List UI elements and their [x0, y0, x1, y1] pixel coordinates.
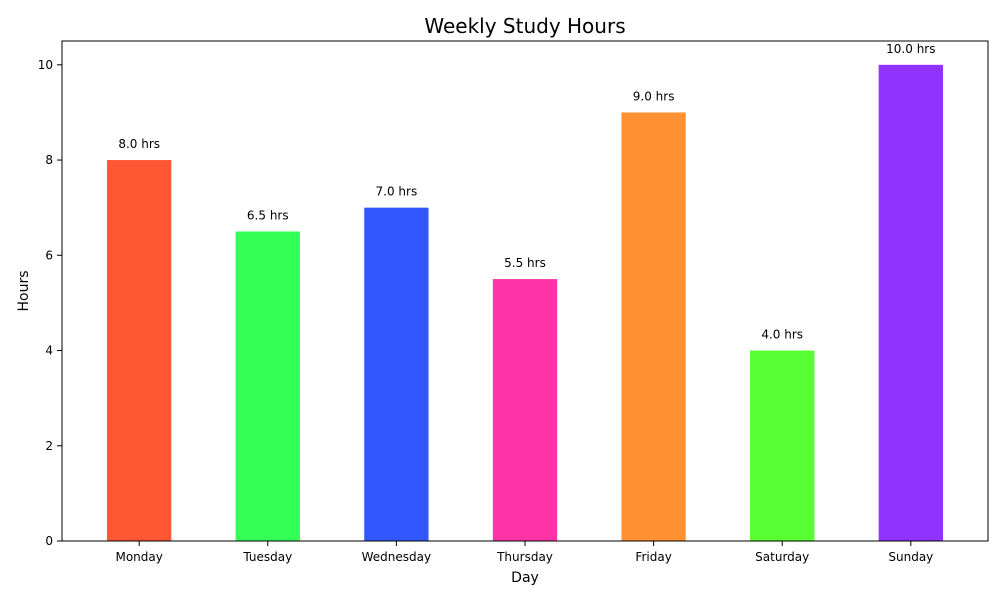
- y-tick-label-6: 6: [45, 248, 53, 262]
- data-label-tuesday: 6.5 hrs: [247, 208, 289, 222]
- bar-saturday: [750, 350, 815, 541]
- bar-sunday: [878, 64, 943, 542]
- data-label-monday: 8.0 hrs: [118, 137, 160, 151]
- x-tick-label-wednesday: Wednesday: [362, 550, 431, 564]
- x-tick-label-monday: Monday: [115, 550, 162, 564]
- x-axis-label: Day: [511, 570, 539, 586]
- y-tick-label-0: 0: [45, 534, 53, 548]
- plot-frame: [61, 40, 989, 542]
- bar-friday: [621, 112, 686, 541]
- data-label-thursday: 5.5 hrs: [504, 256, 546, 270]
- data-label-wednesday: 7.0 hrs: [376, 185, 418, 199]
- x-tick-label-sunday: Sunday: [888, 550, 933, 564]
- data-label-sunday: 10.0 hrs: [886, 42, 935, 56]
- y-tick-label-4: 4: [45, 344, 53, 358]
- bar-wednesday: [364, 207, 429, 541]
- bar-monday: [107, 160, 172, 542]
- bars-group: [107, 64, 943, 542]
- y-axis: 0 2 4 6 8 10: [38, 58, 62, 548]
- x-tick-label-saturday: Saturday: [755, 550, 809, 564]
- y-tick-label-2: 2: [45, 439, 53, 453]
- y-axis-label: Hours: [16, 270, 32, 311]
- chart-title: Weekly Study Hours: [424, 14, 625, 38]
- x-tick-label-thursday: Thursday: [496, 550, 553, 564]
- bar-tuesday: [235, 231, 300, 541]
- x-tick-label-friday: Friday: [635, 550, 671, 564]
- data-labels-group: 8.0 hrs 6.5 hrs 7.0 hrs 5.5 hrs 9.0 hrs 4.0 h…: [118, 42, 935, 342]
- bar-thursday: [492, 279, 558, 541]
- x-tick-label-tuesday: Tuesday: [242, 550, 292, 564]
- x-axis: Monday Tuesday Wednesday Thursday Friday Satu…: [115, 541, 933, 564]
- y-tick-label-10: 10: [38, 58, 53, 72]
- data-label-friday: 9.0 hrs: [633, 89, 675, 103]
- y-tick-label-8: 8: [45, 153, 53, 167]
- data-label-saturday: 4.0 hrs: [761, 328, 803, 342]
